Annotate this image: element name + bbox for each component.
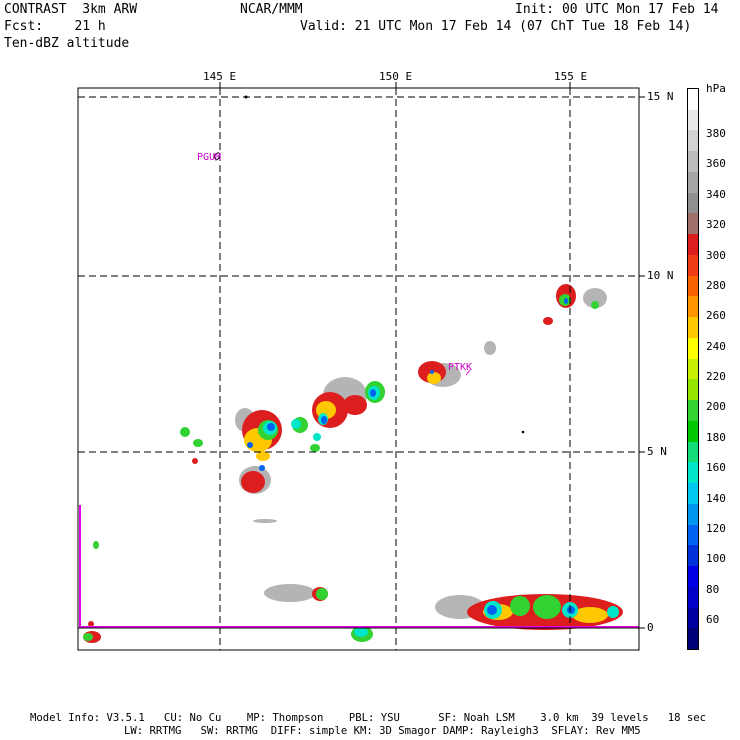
colorbar-label: 180: [706, 430, 726, 444]
lon-label-145e: 145 E: [203, 70, 237, 83]
colorbar-swatch: [688, 151, 698, 173]
colorbar-swatch: [688, 171, 698, 194]
colorbar-swatch: [688, 337, 698, 360]
boundary-line: [79, 505, 639, 628]
reflectivity-green: [83, 294, 599, 642]
colorbar-swatch: [688, 566, 698, 588]
colorbar-label: 360: [706, 157, 726, 171]
colorbar-label: 220: [706, 370, 726, 383]
organization-label: NCAR/MMM: [240, 2, 303, 17]
colorbar-swatch: [688, 379, 698, 401]
colorbar-swatch: [688, 317, 698, 339]
colorbar-label: 260: [706, 309, 726, 323]
colorbar-label: 320: [706, 218, 726, 232]
colorbar-swatch: [688, 400, 698, 422]
colorbar-label: 200: [706, 400, 726, 414]
lat-label-10n: 10 N: [647, 269, 674, 282]
station-label-ptkk: PTKK: [448, 362, 473, 373]
lat-label-0: 0: [647, 621, 654, 634]
colorbar-swatch: [688, 109, 698, 131]
colorbar-swatch: [688, 586, 698, 608]
colorbar: [687, 88, 699, 650]
model-info-line1: Model Info: V3.5.1 CU: No Cu MP: Thompso…: [30, 712, 707, 724]
colorbar-swatch: [688, 192, 698, 214]
station-pointer: [465, 369, 471, 376]
colorbar-label: 120: [706, 521, 726, 535]
lat-label-5n: 5 N: [647, 445, 667, 458]
colorbar-label: 160: [706, 461, 726, 475]
lat-lon-grid: [78, 88, 639, 650]
colorbar-unit: hPa: [706, 82, 726, 95]
colorbar-label: 380: [706, 127, 726, 140]
colorbar-swatch: [688, 213, 698, 235]
island-dot: [521, 430, 525, 434]
colorbar-swatch: [688, 130, 698, 152]
map-frame: [77, 87, 640, 651]
colorbar-swatch: [688, 89, 698, 111]
island-dot: [244, 95, 248, 99]
station-label-pgum: PGUM: [197, 152, 222, 163]
forecast-hour: Fcst: 21 h: [4, 19, 106, 34]
model-title: CONTRAST 3km ARW: [4, 2, 138, 17]
colorbar-swatch: [688, 503, 698, 526]
colorbar-swatch: [688, 628, 698, 650]
colorbar-swatch: [688, 462, 698, 484]
reflectivity-red: [83, 284, 623, 643]
colorbar-swatch: [688, 441, 698, 463]
colorbar-label: 100: [706, 552, 726, 566]
colorbar-swatch: [688, 607, 698, 629]
init-time: Init: 00 UTC Mon 17 Feb 14: [515, 2, 719, 17]
reflectivity-fringe-grey: [235, 288, 607, 619]
colorbar-swatch: [688, 254, 698, 277]
colorbar-swatch: [688, 358, 698, 380]
lat-label-15n: 15 N: [647, 90, 674, 103]
model-info-line2: LW: RRTMG SW: RRTMG DIFF: simple KM: 3D …: [124, 725, 641, 737]
colorbar-label: 60: [706, 613, 720, 626]
colorbar-label: 340: [706, 187, 726, 201]
guam-island-outline: [213, 152, 221, 161]
colorbar-swatch: [688, 420, 698, 443]
colorbar-label: 300: [706, 248, 726, 262]
colorbar-label: 80: [706, 582, 720, 596]
field-name: Ten-dBZ altitude: [4, 36, 130, 51]
colorbar-swatch: [688, 275, 698, 297]
colorbar-swatch: [688, 483, 698, 505]
colorbar-swatch: [688, 234, 698, 256]
colorbar-label: 240: [706, 339, 726, 353]
valid-time: Valid: 21 UTC Mon 17 Feb 14 (07 ChT Tue …: [300, 19, 692, 34]
colorbar-label: 140: [706, 491, 726, 505]
colorbar-swatch: [688, 524, 698, 546]
colorbar-swatch: [688, 545, 698, 567]
colorbar-swatch: [688, 296, 698, 318]
lon-label-155e: 155 E: [554, 70, 588, 83]
reflectivity-blue: [247, 298, 575, 615]
lon-label-150e: 150 E: [379, 70, 413, 83]
colorbar-label: 280: [706, 278, 726, 292]
